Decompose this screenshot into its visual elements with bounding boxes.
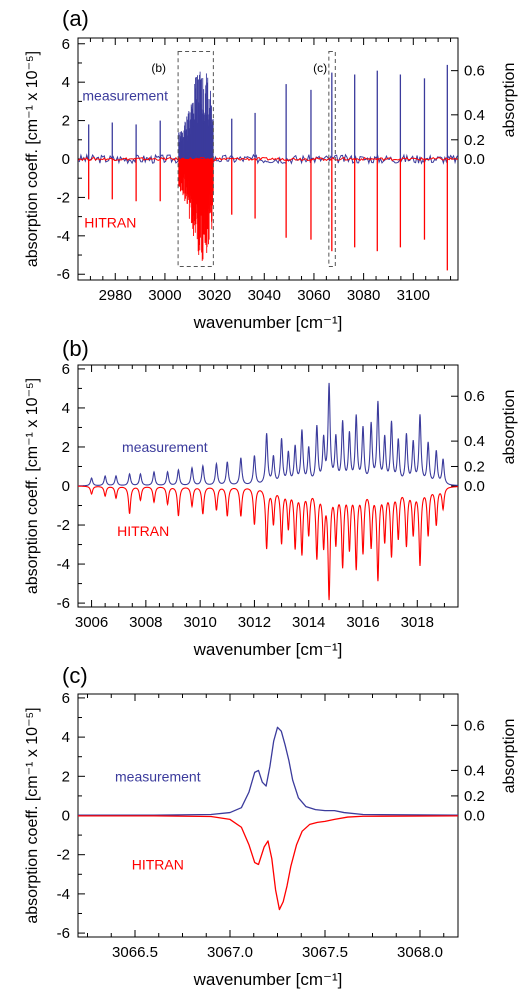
x-tick-label: 3000 [148,287,181,304]
x-tick-label: 3080 [347,287,380,304]
x-tick-label: 3006 [75,614,108,631]
y-tick-label: -4 [57,886,70,903]
y-tick-label: -6 [57,266,70,283]
chart-panel-2: (b) 3006 3008 3010 3012 3014 3016 3018 -6 -4 -2 0 2 4… [24,336,518,659]
series-annotation: measurement [122,439,208,455]
x-tick-label: 2980 [99,287,132,304]
series-line [78,485,458,601]
y-tick-label: -4 [57,228,70,245]
series-line [78,815,458,911]
right-tick-label: 0.0 [464,478,485,495]
y-tick-label: 2 [62,439,70,456]
y-tick-label: 6 [62,361,70,378]
right-tick-label: 0.6 [464,63,485,80]
x-tick-label: 3068.0 [397,944,443,961]
right-tick-label: 0.4 [464,433,485,450]
x-tick-label: 3067.0 [207,944,253,961]
series-annotation: HITRAN [117,523,169,539]
baseline-line [78,153,458,165]
y-axis-label-left: absorption coeff. [cm⁻¹ x 10⁻⁵] [24,707,41,923]
y-tick-label: 0 [62,808,70,825]
x-axis-label: wavenumber [cm⁻¹] [193,313,343,332]
y-tick-label: 0 [62,478,70,495]
x-tick-label: 3066.5 [112,944,158,961]
chart-panel-1: (a) 2980 3000 3020 3040 3060 3080 3100 -6 -4 -2 0 2 4… [24,6,518,332]
y-tick-label: -6 [57,595,70,612]
series-annotation: HITRAN [84,214,136,230]
panel-label: (a) [62,6,89,31]
y-tick-label: -2 [57,517,70,534]
x-axis-label: wavenumber [cm⁻¹] [193,640,343,659]
x-tick-label: 3008 [129,614,162,631]
y-tick-label: 0 [62,151,70,168]
right-tick-label: 0.0 [464,151,485,168]
y-tick-label: 6 [62,690,70,707]
y-tick-label: -2 [57,847,70,864]
right-tick-label: 0.0 [464,808,485,825]
series-annotation: measurement [82,88,168,104]
right-tick-label: 0.2 [464,132,485,149]
panel-label: (b) [62,336,89,361]
series-measurement [78,382,458,487]
x-tick-label: 3016 [346,614,379,631]
baseline-line [78,156,458,162]
x-tick-label: 3014 [292,614,325,631]
y-axis-label-left: absorption coeff. [cm⁻¹ x 10⁻⁵] [24,378,41,594]
x-tick-label: 3100 [397,287,430,304]
y-tick-label: 2 [62,768,70,785]
y-axis-label-right: absorption [501,390,518,465]
y-tick-label: 4 [62,729,70,746]
x-tick-label: 3010 [183,614,216,631]
y-axis-label-right: absorption [501,719,518,794]
right-tick-label: 0.2 [464,788,485,805]
data-layer [78,382,458,601]
y-tick-label: 4 [62,400,70,417]
y-tick-label: 4 [62,74,70,91]
right-tick-label: 0.6 [464,717,485,734]
series-HITRAN [78,156,458,271]
right-tick-label: 0.4 [464,107,485,124]
series-line [78,382,458,487]
plot-frame [77,364,459,608]
series-HITRAN [78,815,458,911]
series-annotation: measurement [115,768,201,784]
chart-panel-3: (c) 3066.5 3067.0 3067.5 3068.0 -6 -4 -2 0 2 4 6 0.0… [24,663,518,989]
series-annotation: HITRAN [132,856,184,872]
series-line [78,726,458,816]
panel-label: (c) [62,663,88,688]
y-tick-label: 2 [62,113,70,130]
right-tick-label: 0.2 [464,458,485,475]
right-tick-label: 0.4 [464,762,485,779]
y-tick-label: 6 [62,36,70,53]
data-layer [78,726,458,911]
y-tick-label: -6 [57,925,70,942]
y-tick-label: -2 [57,189,70,206]
series-measurement [78,726,458,816]
x-tick-label: 3040 [248,287,281,304]
zoom-box-label: (c) [313,61,327,75]
zoom-box-(b) [177,50,214,268]
series-measurement [78,64,458,165]
x-tick-label: 3067.5 [302,944,348,961]
x-axis-label: wavenumber [cm⁻¹] [193,970,343,989]
x-tick-label: 3018 [401,614,434,631]
zoom-box-(c) [328,50,336,268]
y-tick-label: -4 [57,556,70,573]
right-tick-label: 0.6 [464,388,485,405]
x-tick-label: 3060 [297,287,330,304]
y-axis-label-right: absorption [501,63,518,138]
y-axis-label-left: absorption coeff. [cm⁻¹ x 10⁻⁵] [24,51,41,267]
x-tick-label: 3012 [238,614,271,631]
x-tick-label: 3020 [198,287,231,304]
zoom-box-label: (b) [151,61,166,75]
series-HITRAN [78,485,458,601]
data-layer [78,64,458,271]
